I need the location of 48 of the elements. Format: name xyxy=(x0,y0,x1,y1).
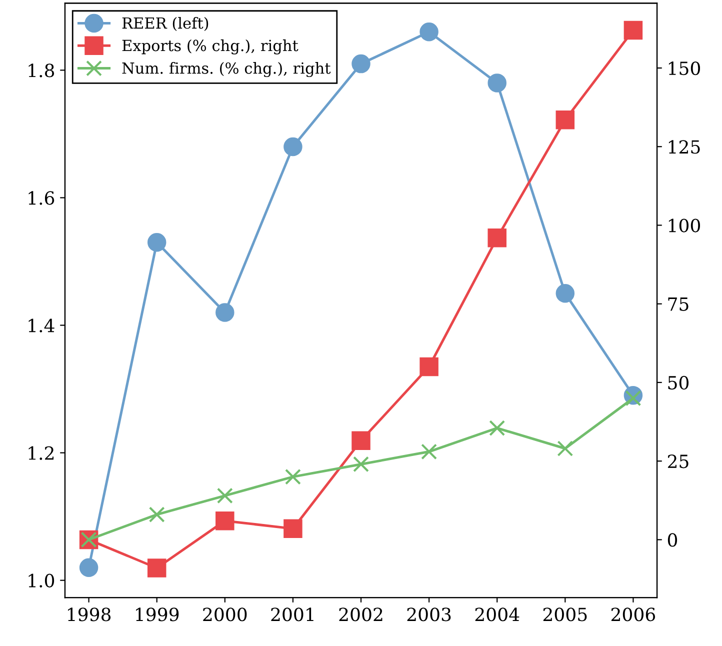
y2-tick-label: 100 xyxy=(668,218,700,232)
point xyxy=(556,284,575,303)
legend-label: Num. firms. (% chg.), right xyxy=(122,62,331,78)
point xyxy=(352,431,370,450)
y-tick-label: 1.4 xyxy=(28,318,54,332)
y2-tick-label: 75 xyxy=(668,298,688,311)
x-tick-label: 2001 xyxy=(271,608,314,622)
point xyxy=(147,558,166,578)
point xyxy=(556,110,575,130)
point xyxy=(216,303,234,322)
point xyxy=(353,456,369,472)
y-tick-label: 1.0 xyxy=(28,574,54,588)
x-tick-label: 2000 xyxy=(203,608,247,622)
point xyxy=(420,22,438,42)
x-tick-label: 2005 xyxy=(543,608,587,622)
point xyxy=(488,228,506,248)
y2-tick-label: 0 xyxy=(668,533,678,547)
x-tick-label: 2006 xyxy=(611,608,656,622)
point xyxy=(147,232,166,252)
point xyxy=(624,20,643,40)
x-tick-label: 2002 xyxy=(339,608,382,622)
point xyxy=(79,558,98,577)
point xyxy=(284,519,302,538)
point xyxy=(625,390,642,406)
y-tick-label: 1.6 xyxy=(28,191,54,205)
point xyxy=(557,440,574,456)
point xyxy=(216,511,234,530)
point xyxy=(216,488,233,504)
y2-tick-label: 25 xyxy=(668,454,688,468)
y2-tick-label: 150 xyxy=(668,61,700,76)
point xyxy=(489,420,506,436)
y-tick-label: 1.2 xyxy=(28,446,54,460)
y2-tick-label: 125 xyxy=(668,140,700,154)
legend-label: REER (left) xyxy=(122,16,208,31)
point xyxy=(420,357,438,376)
x-tick-label: 1999 xyxy=(136,608,179,622)
point xyxy=(148,506,165,523)
point xyxy=(284,468,301,485)
y-tick-label: 1.8 xyxy=(28,64,54,78)
point xyxy=(421,444,438,460)
x-tick-label: 2004 xyxy=(475,608,520,622)
x-tick-label: 2003 xyxy=(407,608,451,622)
point xyxy=(488,74,506,92)
x-tick-label: 1998 xyxy=(68,608,111,622)
point xyxy=(284,137,302,156)
legend-label: Exports (% chg.), right xyxy=(122,39,298,54)
point xyxy=(352,54,370,74)
y2-tick-label: 50 xyxy=(668,376,689,390)
